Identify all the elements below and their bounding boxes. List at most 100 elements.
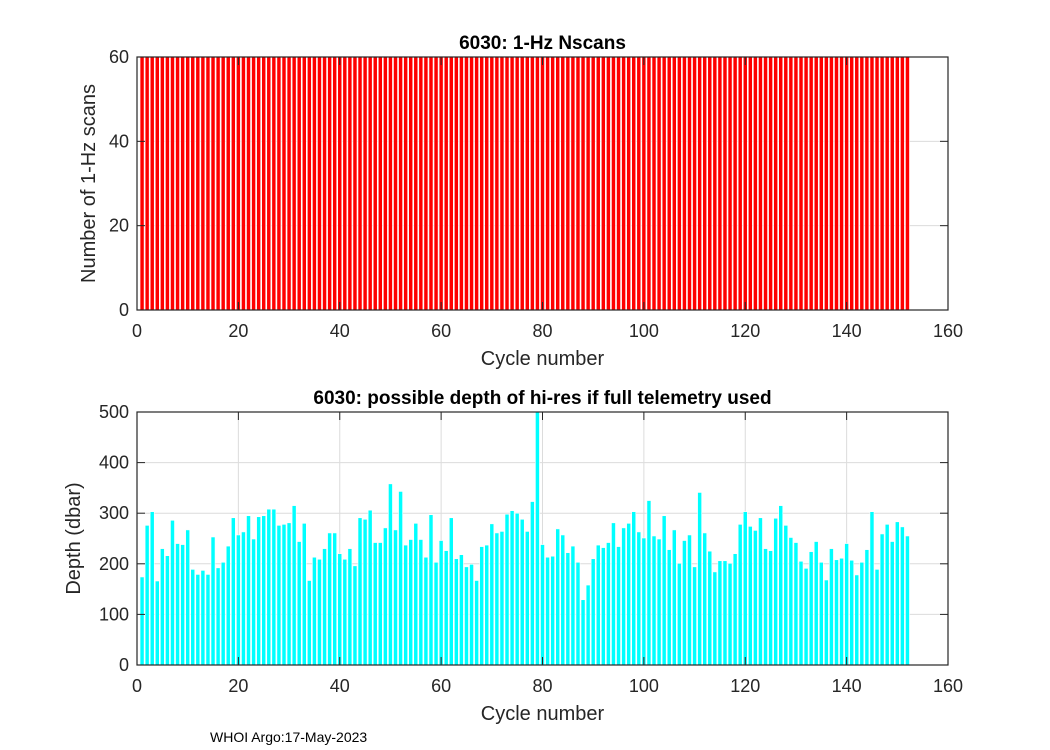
- nscans-axes: 0 20 40 60 80 100 120 140 160 0 20 40 60 6030: 1-Hz N…: [78, 33, 963, 370]
- bar-cycle-111: [697, 56, 702, 311]
- bar-cycle-23: [251, 56, 256, 311]
- bar-cycle-91: [595, 544, 601, 666]
- bar-cycle-94: [611, 522, 616, 666]
- bar-cycle-113: [707, 550, 713, 666]
- bar-cycle-3: [149, 511, 155, 666]
- x-tick-label: 20: [228, 676, 248, 696]
- bar-cycle-26: [266, 508, 272, 666]
- bar-cycle-130: [793, 542, 799, 666]
- bar-cycle-55: [413, 523, 419, 666]
- bar-cycle-97: [626, 56, 631, 311]
- x-tick-label: 80: [532, 676, 552, 696]
- bar-cycle-126: [773, 517, 778, 666]
- bar-cycle-80: [540, 544, 545, 666]
- bar-cycle-101: [646, 500, 652, 666]
- bar-cycle-16: [215, 567, 221, 666]
- bar-cycle-60: [438, 540, 444, 666]
- bar-cycle-28: [276, 56, 282, 311]
- bar-cycle-102: [651, 56, 657, 311]
- bar-cycle-33: [301, 56, 307, 311]
- bar-cycle-140: [844, 56, 849, 311]
- bar-cycle-105: [666, 56, 672, 311]
- bar-cycle-104: [661, 515, 667, 666]
- bar-cycle-76: [519, 56, 525, 311]
- bar-cycle-42: [347, 548, 353, 666]
- bar-cycle-68: [479, 56, 485, 311]
- bar-cycle-81: [545, 56, 550, 311]
- bar-cycle-95: [616, 56, 621, 311]
- bar-cycle-7: [170, 56, 175, 311]
- bar-cycle-72: [499, 56, 505, 311]
- bar-cycle-57: [423, 56, 429, 311]
- bar-cycle-128: [783, 56, 789, 311]
- bar-cycle-6: [165, 56, 170, 311]
- bar-cycle-108: [682, 56, 687, 311]
- bar-cycle-144: [864, 56, 870, 311]
- bar-cycle-120: [742, 56, 748, 311]
- bar-cycle-44: [357, 517, 363, 666]
- bar-cycle-132: [803, 568, 809, 666]
- bar-cycle-43: [352, 56, 358, 311]
- bar-cycle-124: [763, 548, 768, 666]
- bar-cycle-110: [692, 566, 697, 666]
- bar-cycle-45: [362, 56, 368, 311]
- bar-cycle-124: [763, 56, 768, 311]
- bar-cycle-50: [388, 56, 393, 311]
- bar-cycle-83: [555, 528, 561, 666]
- x-axis-label: Cycle number: [481, 703, 605, 725]
- bar-cycle-24: [256, 516, 261, 666]
- bar-cycle-106: [671, 529, 677, 666]
- bar-cycle-104: [661, 56, 667, 311]
- bar-cycle-63: [454, 56, 459, 311]
- bar-cycle-55: [413, 56, 419, 311]
- bar-cycle-70: [489, 523, 495, 666]
- bar-cycle-42: [347, 56, 353, 311]
- bar-cycle-98: [631, 56, 637, 311]
- bar-cycle-31: [291, 505, 297, 666]
- bar-cycle-79: [535, 411, 540, 666]
- bar-cycle-48: [377, 542, 383, 666]
- bar-cycle-121: [747, 56, 753, 311]
- bar-cycle-48: [377, 56, 383, 311]
- bar-cycle-37: [322, 548, 327, 666]
- bar-cycle-6: [165, 555, 170, 666]
- bar-cycle-131: [798, 560, 804, 666]
- y-axis-label: Depth (dbar): [63, 482, 85, 594]
- bar-cycle-5: [160, 548, 165, 666]
- x-tick-label: 160: [933, 321, 963, 341]
- bar-cycle-147: [879, 56, 885, 311]
- bar-cycle-110: [692, 56, 697, 311]
- bar-cycle-80: [540, 56, 545, 311]
- bar-cycle-96: [621, 56, 626, 311]
- bar-cycle-37: [322, 56, 327, 311]
- bar-cycle-74: [509, 510, 515, 666]
- bar-cycle-59: [433, 56, 439, 311]
- bar-cycle-21: [241, 531, 246, 666]
- x-tick-label: 60: [431, 321, 451, 341]
- bar-cycle-77: [524, 531, 530, 666]
- bar-cycle-87: [575, 561, 581, 666]
- bar-cycle-53: [403, 56, 408, 311]
- bar-cycle-38: [327, 532, 332, 666]
- bar-cycle-90: [590, 558, 596, 666]
- bar-cycle-111: [697, 492, 702, 666]
- x-tick-label: 40: [330, 321, 350, 341]
- bar-cycle-70: [489, 56, 495, 311]
- x-axis-label: Cycle number: [481, 348, 605, 370]
- bar-cycle-35: [312, 56, 317, 311]
- bar-cycle-98: [631, 511, 637, 666]
- bar-cycle-122: [753, 530, 758, 666]
- bar-cycle-22: [246, 56, 251, 311]
- bar-cycle-150: [894, 521, 900, 666]
- bar-cycle-10: [185, 56, 191, 311]
- bar-cycle-8: [175, 543, 180, 666]
- bar-cycle-1: [139, 576, 145, 666]
- bar-cycle-129: [788, 537, 794, 666]
- bar-cycle-127: [778, 56, 784, 311]
- bar-cycle-119: [737, 524, 743, 666]
- bar-cycle-51: [393, 56, 398, 311]
- bar-cycle-39: [332, 532, 338, 666]
- bar-cycle-136: [824, 579, 829, 666]
- bar-cycle-54: [408, 56, 414, 311]
- bar-cycle-116: [722, 56, 728, 311]
